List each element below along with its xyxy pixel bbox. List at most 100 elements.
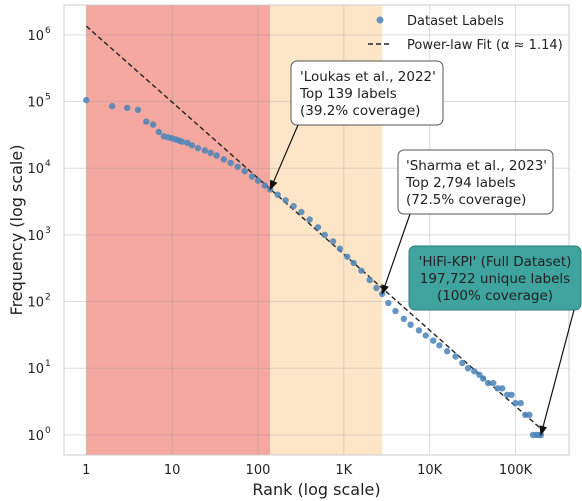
y-tick-exponent: 1 xyxy=(45,359,51,369)
data-point xyxy=(290,202,297,210)
annotation-text: Top 2,794 labels xyxy=(405,175,516,191)
data-point xyxy=(508,391,515,398)
annotation-text: 'Loukas et al., 2022' xyxy=(300,69,436,85)
annotation-box xyxy=(408,245,582,311)
data-point xyxy=(314,224,322,231)
data-point xyxy=(526,411,533,419)
data-point xyxy=(282,197,289,204)
x-tick-label: 1 xyxy=(82,463,90,478)
data-points xyxy=(83,96,545,439)
data-point xyxy=(248,173,256,180)
y-tick-exponent: 4 xyxy=(45,159,51,169)
data-point xyxy=(422,332,429,339)
data-point xyxy=(188,142,196,149)
data-point xyxy=(358,267,365,274)
data-point xyxy=(207,149,214,157)
region-1 xyxy=(86,5,271,455)
y-tick-label: 10 xyxy=(27,96,44,111)
y-tick-label: 10 xyxy=(27,429,44,444)
data-point xyxy=(499,385,506,392)
y-tick-label: 10 xyxy=(27,162,44,177)
y-tick-label: 10 xyxy=(27,362,44,377)
data-point xyxy=(298,208,305,216)
data-point xyxy=(155,128,163,136)
annotation-arrow xyxy=(269,124,299,191)
y-tick-exponent: 2 xyxy=(45,293,51,303)
data-point xyxy=(336,245,344,252)
data-point xyxy=(306,216,313,223)
annotation-box xyxy=(397,149,554,215)
data-point xyxy=(143,118,150,125)
data-point xyxy=(227,159,234,167)
annotation-text: (72.5% coverage) xyxy=(406,192,526,208)
data-point xyxy=(484,379,492,387)
data-point xyxy=(241,168,248,175)
data-point xyxy=(201,147,208,154)
annotation-text: (39.2% coverage) xyxy=(300,103,420,119)
y-tick-exponent: 6 xyxy=(45,26,51,36)
data-point xyxy=(134,106,142,114)
annotation-arrow xyxy=(539,309,575,436)
data-point xyxy=(490,379,497,387)
annotations: 'Loukas et al., 2022'Top 139 labels(39.2… xyxy=(269,60,582,436)
data-point xyxy=(220,156,228,163)
legend-label-scatter: Dataset Labels xyxy=(407,14,504,29)
annotation-text: 'Sharma et al., 2023' xyxy=(406,158,547,174)
data-point xyxy=(184,139,191,147)
data-point xyxy=(178,138,186,145)
data-point xyxy=(470,368,478,375)
data-point xyxy=(321,231,328,239)
data-point xyxy=(392,307,399,315)
x-tick-label: 10K xyxy=(417,463,443,478)
legend-label-fit-line: Power-law Fit (α ≈ 1.14) xyxy=(407,38,563,53)
annotation-text: (100% coverage) xyxy=(437,288,553,304)
data-point xyxy=(213,152,220,159)
data-point xyxy=(407,321,414,328)
annotation-text: 'HiFi-KPI' (Full Dataset) xyxy=(419,254,572,270)
x-axis-label: Rank (log scale) xyxy=(252,480,380,499)
data-point xyxy=(149,121,157,128)
data-point xyxy=(512,399,519,407)
y-tick-exponent: 0 xyxy=(45,426,51,436)
data-point xyxy=(430,337,437,344)
data-point xyxy=(254,177,262,184)
data-point xyxy=(350,259,357,267)
data-point xyxy=(274,191,281,198)
data-point xyxy=(108,103,116,110)
data-point xyxy=(261,182,268,189)
annotation-arrow xyxy=(381,213,411,295)
y-tick-label: 10 xyxy=(27,229,44,244)
data-point xyxy=(373,284,380,292)
data-point xyxy=(415,327,423,334)
data-point xyxy=(503,391,511,398)
y-tick-label: 10 xyxy=(27,29,44,44)
legend: Dataset Labels Power-law Fit (α ≈ 1.14) xyxy=(368,14,563,53)
y-tick-exponent: 3 xyxy=(45,226,51,236)
annotation-text: Top 139 labels xyxy=(299,86,397,102)
data-point xyxy=(464,365,472,372)
data-point xyxy=(378,290,386,298)
data-point xyxy=(443,348,451,355)
data-point xyxy=(385,299,392,307)
data-point xyxy=(436,342,443,349)
data-point xyxy=(234,163,241,170)
data-point xyxy=(479,375,487,382)
x-tick-label: 10 xyxy=(164,463,181,478)
y-axis-label: Frequency (log scale) xyxy=(7,145,26,316)
data-point xyxy=(124,104,131,112)
data-point xyxy=(366,276,373,284)
plot-frame xyxy=(63,4,570,456)
x-tick-label: 100K xyxy=(499,463,533,478)
data-point xyxy=(459,359,466,367)
y-tick-label: 10 xyxy=(27,296,44,311)
data-point xyxy=(494,385,501,392)
legend-marker-scatter xyxy=(376,16,384,24)
data-point xyxy=(517,399,524,407)
x-tick-labels: 1 10 100 1K 10K 100K xyxy=(82,463,532,478)
data-point xyxy=(452,353,459,360)
annotation-text: 197,722 unique labels xyxy=(420,271,570,287)
data-point xyxy=(194,144,202,152)
data-point xyxy=(83,96,90,104)
